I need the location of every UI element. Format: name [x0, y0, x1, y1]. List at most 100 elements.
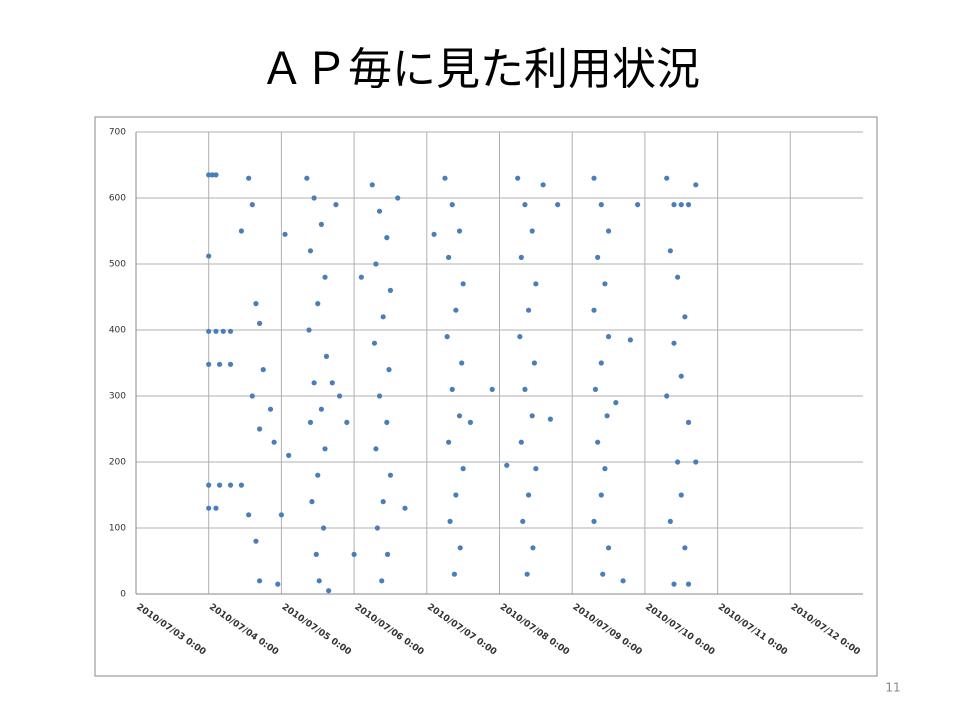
point — [457, 545, 463, 551]
point — [489, 386, 495, 392]
point — [315, 301, 321, 307]
point — [376, 393, 383, 399]
point — [431, 231, 437, 237]
point — [664, 393, 670, 399]
point — [322, 274, 328, 280]
point — [678, 492, 684, 498]
point — [275, 581, 281, 587]
point — [453, 307, 459, 313]
point — [667, 248, 673, 254]
point — [246, 512, 252, 518]
point — [531, 360, 537, 366]
y-tick-label: 200 — [109, 458, 126, 468]
point — [540, 182, 546, 188]
point — [384, 419, 390, 425]
point — [311, 380, 317, 386]
point — [671, 581, 677, 587]
point — [373, 261, 379, 267]
point — [213, 505, 219, 511]
point — [217, 482, 223, 488]
point — [525, 492, 532, 498]
point — [227, 328, 234, 334]
point — [598, 360, 604, 366]
point — [685, 202, 692, 208]
point — [591, 518, 597, 525]
point — [220, 328, 226, 334]
point — [376, 208, 383, 214]
point — [286, 452, 292, 458]
point — [675, 274, 681, 280]
point — [682, 545, 688, 551]
point — [260, 367, 266, 373]
point — [267, 406, 274, 412]
point — [311, 195, 317, 201]
point — [605, 228, 612, 234]
point — [206, 361, 212, 367]
y-tick-label: 700 — [109, 128, 126, 138]
point — [459, 360, 465, 366]
point — [449, 202, 455, 208]
point — [333, 202, 339, 208]
point — [467, 419, 474, 425]
point — [271, 439, 277, 445]
point — [386, 367, 392, 373]
point — [678, 202, 684, 208]
point — [591, 175, 597, 181]
point — [379, 578, 385, 584]
point — [604, 413, 610, 419]
point — [318, 221, 324, 227]
point — [685, 419, 692, 425]
point — [384, 235, 390, 241]
point — [278, 512, 284, 518]
point — [682, 314, 688, 320]
point — [316, 578, 322, 584]
point — [249, 393, 255, 399]
point — [206, 328, 212, 334]
y-tick-label: 0 — [120, 590, 126, 600]
point — [369, 182, 375, 188]
point — [315, 472, 321, 478]
point — [555, 202, 561, 208]
point — [605, 334, 612, 340]
point — [320, 525, 327, 531]
point — [602, 466, 608, 472]
point — [246, 175, 252, 181]
point — [671, 340, 677, 346]
point — [282, 231, 288, 237]
point — [395, 195, 401, 201]
point — [685, 581, 692, 587]
point — [671, 202, 677, 208]
point — [675, 459, 681, 465]
point — [518, 439, 524, 445]
point — [253, 301, 259, 307]
point — [529, 228, 535, 234]
point — [307, 419, 314, 425]
y-tick-label: 500 — [109, 260, 126, 270]
point — [442, 175, 448, 181]
point — [402, 505, 408, 511]
point — [518, 254, 524, 260]
point — [460, 466, 466, 472]
point — [206, 172, 212, 178]
point — [227, 361, 234, 367]
point — [374, 525, 380, 531]
point — [323, 353, 330, 359]
point — [520, 518, 526, 525]
point — [602, 281, 608, 287]
point — [213, 172, 219, 178]
point — [253, 538, 259, 544]
point — [533, 281, 539, 287]
point — [613, 400, 619, 406]
point — [444, 334, 450, 340]
point — [373, 446, 379, 452]
point — [318, 406, 324, 412]
point — [620, 578, 626, 584]
point — [387, 287, 394, 293]
point — [547, 416, 553, 422]
point — [522, 386, 528, 392]
point — [217, 361, 223, 367]
point — [213, 328, 219, 334]
point — [453, 492, 459, 498]
point — [449, 386, 455, 392]
